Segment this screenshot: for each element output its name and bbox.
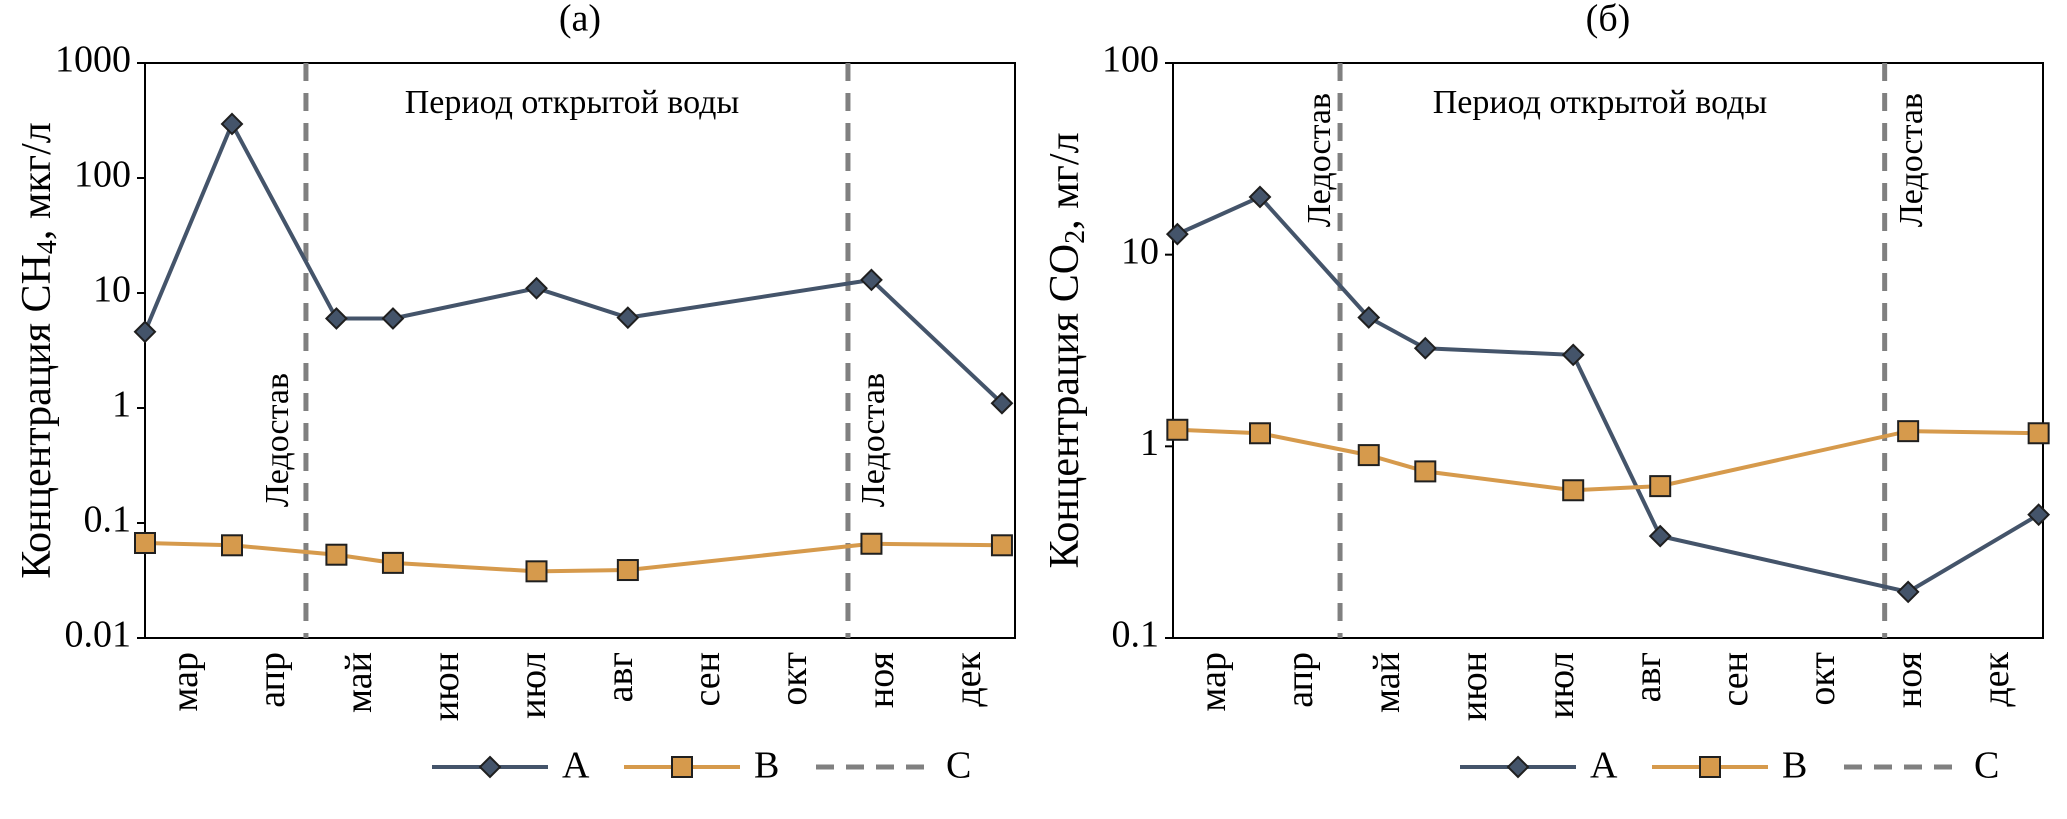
data-point	[860, 532, 883, 555]
ice-label: Ледостав	[259, 373, 296, 507]
x-tick-label: май	[338, 652, 380, 713]
data-point	[325, 543, 348, 566]
data-point	[990, 534, 1013, 557]
y-axis-label: Концентрация CO2, мг/л	[1042, 132, 1092, 568]
y-tick-label: 100	[74, 154, 131, 196]
x-tick-label: сен	[1714, 652, 1756, 707]
data-point	[2027, 422, 2050, 445]
plot-frame	[144, 62, 1016, 639]
x-tick-label: ноя	[860, 652, 902, 708]
data-point	[381, 551, 404, 574]
x-tick-label: мар	[1192, 652, 1234, 712]
y-label-unit: , мг/л	[1042, 132, 1088, 229]
legend-label: C	[946, 745, 971, 787]
data-point	[1357, 444, 1380, 467]
ice-label: Ледостав	[855, 373, 892, 507]
data-point	[1414, 460, 1437, 483]
y-tick-label: 0.1	[1112, 614, 1160, 656]
data-point	[1166, 418, 1189, 441]
y-label-text: Концентрация CO	[1042, 244, 1088, 569]
legend-marker	[1699, 756, 1721, 778]
data-point	[1649, 475, 1672, 498]
legend-label: A	[562, 745, 590, 787]
legend-marker	[671, 756, 693, 778]
y-tick-label: 0.1	[84, 499, 132, 541]
x-tick-label: июн	[425, 652, 467, 721]
x-tick-label: окт	[1801, 652, 1843, 706]
data-point	[220, 112, 244, 136]
x-tick-label: дек	[947, 651, 989, 706]
y-tick-label: 10	[93, 269, 131, 311]
data-point	[616, 559, 639, 582]
ice-label: Ледостав	[1893, 93, 1930, 227]
y-label-subscript: 2	[1060, 230, 1091, 244]
y-tick-label: 10	[1121, 230, 1159, 272]
data-point	[1165, 222, 1189, 246]
y-label-text: Концентрация CH	[14, 254, 60, 579]
x-tick-label: окт	[773, 652, 815, 706]
legend-label: B	[754, 745, 779, 787]
y-label-unit: , мкг/л	[14, 122, 60, 240]
x-tick-label: апр	[251, 652, 293, 708]
x-tick-label: апр	[1279, 652, 1321, 708]
data-point	[381, 307, 405, 330]
y-tick-label: 0.01	[65, 614, 132, 656]
x-tick-label: ноя	[1888, 652, 1930, 708]
data-point	[221, 534, 243, 557]
data-point	[1248, 185, 1272, 209]
x-tick-label: мар	[164, 652, 206, 712]
y-label-subscript: 4	[32, 240, 63, 254]
y-axis-label: Концентрация CH4, мкг/л	[14, 122, 64, 578]
y-tick-label: 1000	[55, 39, 131, 81]
x-tick-label: июн	[1453, 652, 1495, 721]
data-point	[134, 532, 156, 555]
data-point	[1648, 524, 1672, 548]
x-tick-label: дек	[1975, 651, 2017, 706]
annotation: Период открытой воды	[405, 84, 740, 121]
legend-marker	[478, 755, 502, 779]
data-point	[2027, 503, 2051, 527]
data-point	[1896, 580, 1920, 604]
chart-title: (а)	[559, 0, 601, 40]
series-line	[144, 541, 1002, 574]
x-tick-label: авг	[1627, 652, 1669, 702]
x-tick-label: авг	[599, 652, 641, 702]
data-point	[860, 268, 883, 292]
legend-label: A	[1590, 745, 1618, 787]
plot-frame	[1172, 62, 2044, 639]
y-tick-label: 1	[112, 384, 131, 426]
series-line	[1177, 427, 2039, 493]
data-point	[525, 276, 548, 300]
y-tick-label: 100	[1102, 39, 1159, 81]
data-point	[1413, 336, 1437, 360]
x-tick-label: июл	[512, 652, 554, 719]
data-point	[1561, 343, 1585, 367]
data-point	[324, 307, 348, 330]
data-point	[1249, 422, 1271, 445]
data-point	[1897, 420, 1920, 443]
annotation: Период открытой воды	[1433, 84, 1768, 121]
chart-title: (б)	[1586, 0, 1631, 40]
series-line	[143, 119, 1004, 405]
data-point	[990, 391, 1014, 415]
x-tick-label: июл	[1540, 652, 1582, 719]
y-tick-label: 1	[1140, 422, 1159, 464]
legend-label: B	[1782, 745, 1807, 787]
data-point	[1562, 479, 1585, 502]
data-point	[616, 306, 640, 330]
data-point	[133, 320, 157, 344]
x-tick-label: сен	[686, 652, 728, 707]
ice-label: Ледостав	[1301, 93, 1338, 227]
data-point	[525, 560, 548, 583]
x-tick-label: май	[1366, 652, 1408, 713]
legend-label: C	[1974, 745, 1999, 787]
series-line	[1176, 194, 2040, 595]
data-point	[1357, 306, 1381, 329]
legend-marker	[1506, 755, 1530, 779]
